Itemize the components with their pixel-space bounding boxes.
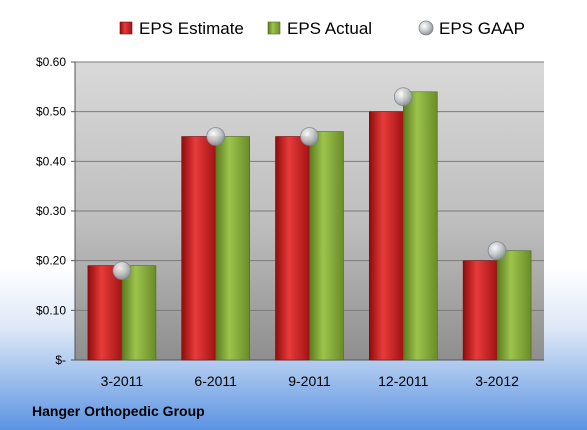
legend-label: EPS GAAP	[439, 19, 525, 38]
marker-eps-gaap-3-2012	[487, 241, 507, 261]
bar-eps-actual-3-2011	[121, 265, 157, 361]
x-tick-label: 3-2011	[101, 373, 144, 389]
x-tick-label: 12-2011	[378, 373, 429, 389]
y-tick-label: $0.50	[36, 105, 66, 119]
marker-eps-gaap-12-2011	[393, 87, 413, 107]
marker-eps-gaap-9-2011	[300, 127, 319, 146]
bar-eps-actual-6-2011	[215, 136, 250, 361]
y-tick-label: $0.30	[36, 204, 66, 218]
y-tick-label: $0.60	[36, 55, 66, 69]
x-tick-label: 6-2011	[194, 373, 237, 389]
legend-swatch	[267, 21, 281, 35]
bar-eps-estimate-12-2011	[368, 111, 404, 361]
bar-eps-actual-12-2011	[402, 91, 438, 361]
bar-eps-estimate-3-2011	[87, 265, 123, 361]
bar-eps-estimate-3-2012	[462, 260, 498, 361]
legend-label: EPS Estimate	[139, 19, 244, 38]
y-tick-label: $0.20	[36, 254, 66, 268]
gaap-markers	[112, 87, 507, 281]
legend-label: EPS Actual	[287, 19, 372, 38]
company-name: Hanger Orthopedic Group	[32, 403, 205, 419]
y-tick-label: $-	[55, 353, 66, 367]
bar-eps-estimate-6-2011	[181, 136, 216, 361]
marker-eps-gaap-3-2011	[112, 261, 132, 281]
legend-swatch	[119, 21, 133, 35]
x-tick-label: 3-2012	[475, 373, 519, 389]
y-tick-label: $0.40	[36, 154, 66, 168]
y-tick-label: $0.10	[36, 303, 66, 317]
bar-eps-estimate-9-2011	[275, 136, 310, 361]
bar-eps-actual-9-2011	[309, 131, 344, 361]
legend-swatch	[418, 20, 434, 36]
bar-eps-actual-3-2012	[496, 250, 532, 361]
legend: EPS Estimate EPS Actual EPS GAAP	[119, 19, 525, 38]
bars	[87, 91, 532, 361]
marker-eps-gaap-6-2011	[206, 127, 226, 146]
x-tick-label: 9-2011	[288, 373, 331, 389]
